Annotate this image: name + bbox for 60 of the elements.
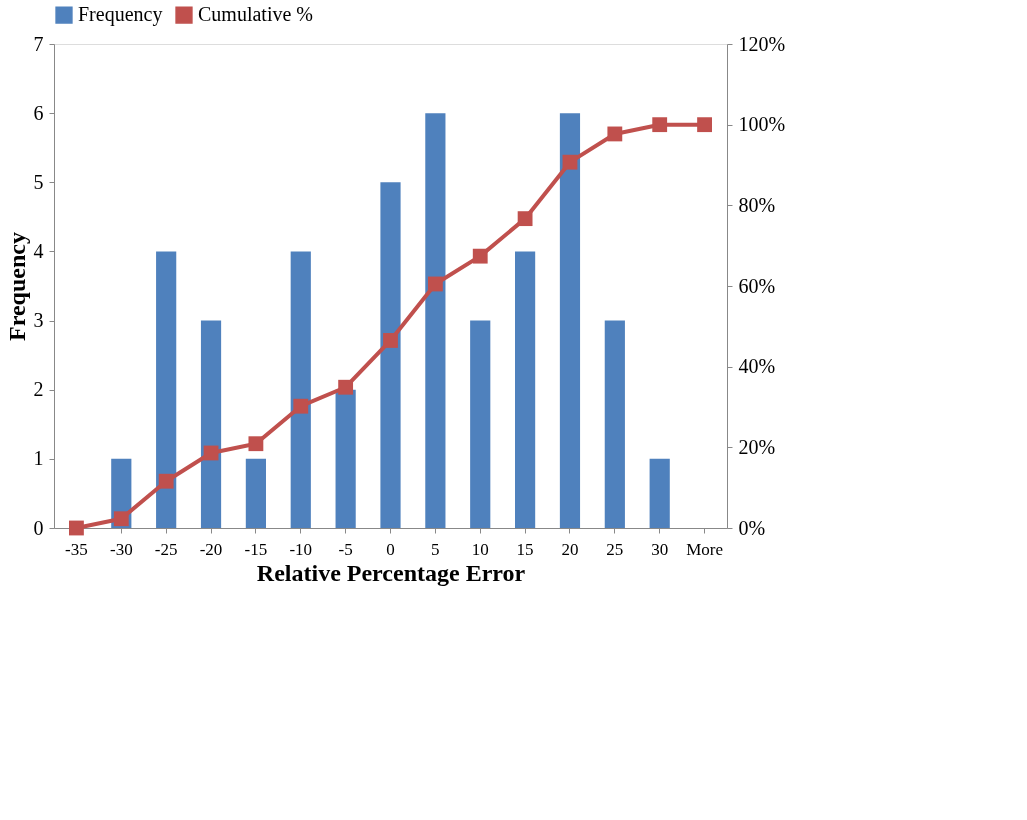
point xyxy=(338,379,354,395)
bar xyxy=(290,251,311,528)
y-tick-label: 7 xyxy=(33,32,44,55)
x-tick-label: -35 xyxy=(65,539,88,559)
y2-tick-label: 0% xyxy=(738,516,766,539)
bar xyxy=(200,320,222,528)
y2-tick-label: 80% xyxy=(738,193,776,216)
y2-tick-label: 60% xyxy=(738,274,776,297)
bar xyxy=(156,251,177,528)
y-tick-label: 1 xyxy=(33,447,44,470)
x-axis-title: Relative Percentage Error xyxy=(256,559,526,586)
x-tick-label: -10 xyxy=(289,539,313,559)
point xyxy=(248,436,264,452)
x-tick-label: 20 xyxy=(561,539,579,559)
bar xyxy=(425,113,446,528)
x-tick-label: 0 xyxy=(386,539,395,559)
x-tick-label: 15 xyxy=(516,539,534,559)
point xyxy=(472,248,488,264)
x-tick-label: More xyxy=(686,539,723,559)
y-tick-label: 0 xyxy=(33,516,44,539)
bar xyxy=(604,320,625,528)
y-tick-label: 5 xyxy=(33,170,44,193)
y2-tick-label: 120% xyxy=(738,32,786,55)
x-tick-label: -20 xyxy=(199,539,223,559)
point xyxy=(383,333,398,348)
x-tick-label: 25 xyxy=(606,539,624,559)
x-tick-label: -15 xyxy=(244,539,268,559)
bar xyxy=(470,320,491,528)
bar xyxy=(335,389,356,528)
point xyxy=(427,276,443,292)
y-tick-label: 4 xyxy=(33,239,44,262)
point xyxy=(293,398,309,414)
point xyxy=(158,473,174,489)
legend-label: Cumulative % xyxy=(198,3,313,26)
bar xyxy=(245,458,266,528)
x-tick-label: 5 xyxy=(431,539,440,559)
point xyxy=(517,211,533,227)
point xyxy=(652,117,668,133)
x-tick-label: 10 xyxy=(471,539,489,559)
point xyxy=(697,117,712,133)
point xyxy=(113,511,129,527)
y2-tick-label: 100% xyxy=(738,113,786,136)
point xyxy=(69,520,84,536)
x-tick-label: -25 xyxy=(154,539,178,559)
point xyxy=(607,126,623,142)
y2-tick-label: 40% xyxy=(738,355,776,378)
y2-tick-label: 20% xyxy=(738,435,776,458)
bar xyxy=(515,251,536,528)
bar xyxy=(649,458,670,528)
x-tick-label: -30 xyxy=(109,539,133,559)
point xyxy=(562,154,578,170)
y-tick-label: 2 xyxy=(33,378,44,401)
x-tick-label: -5 xyxy=(338,539,353,559)
bar xyxy=(380,182,401,528)
y-tick-label: 6 xyxy=(33,101,44,124)
y-tick-label: 3 xyxy=(33,309,44,332)
x-tick-label: 30 xyxy=(651,539,669,559)
legend-label: Frequency xyxy=(78,3,163,27)
bar xyxy=(559,113,581,528)
y-axis-title: Frequency xyxy=(3,232,30,341)
